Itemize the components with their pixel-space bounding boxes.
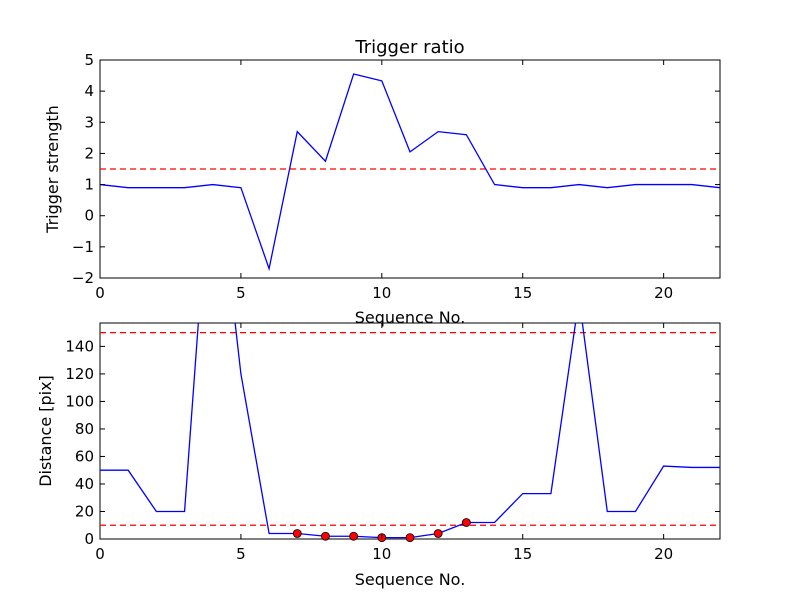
y-tick-label: 60 [75, 447, 94, 465]
series-line [100, 73, 720, 272]
x-tick-label: 0 [95, 284, 105, 302]
y-tick-label: 0 [84, 207, 94, 225]
y-tick-label: 5 [84, 51, 94, 69]
y-tick-label: 20 [75, 502, 94, 520]
data-point-marker [321, 531, 330, 541]
y-tick-label: 40 [75, 475, 94, 493]
x-tick-label: 20 [654, 284, 673, 302]
x-axis-label: Sequence No. [355, 570, 466, 589]
y-tick-label: 140 [65, 337, 94, 355]
data-point-marker [349, 531, 359, 541]
series-line [100, 323, 720, 539]
y-axis-label: Trigger strength [43, 105, 62, 234]
y-tick-label: 2 [84, 144, 94, 162]
data-point-marker [405, 533, 415, 543]
y-tick-label: 0 [84, 530, 94, 548]
chart-title: Trigger ratio [354, 37, 464, 58]
x-tick-label: 15 [513, 284, 532, 302]
x-tick-label: 5 [236, 545, 246, 563]
data-point-marker [292, 529, 302, 538]
x-tick-label: 5 [236, 284, 246, 302]
y-tick-label: 100 [65, 392, 94, 410]
x-tick-label: 10 [372, 545, 391, 563]
y-axis-label: Distance [pix] [36, 375, 55, 487]
y-tick-label: −1 [72, 238, 94, 256]
trigger-strength-panel: Trigger ratio Trigger strength Sequence … [43, 37, 721, 327]
data-point-marker [433, 529, 443, 538]
distance-panel: Distance [pix] Sequence No. 0 5 10 15 20 0 20 4… [36, 322, 721, 589]
y-tick-label: 1 [84, 176, 94, 194]
x-tick-label: 10 [372, 284, 391, 302]
y-tick-label: 120 [65, 365, 94, 383]
x-tick-label: 15 [513, 545, 532, 563]
y-tick-label: 3 [84, 113, 94, 131]
y-tick-label: 80 [75, 420, 94, 438]
x-axis-label: Sequence No. [355, 308, 466, 327]
y-tick-label: −2 [72, 269, 94, 287]
plot-frame [99, 322, 721, 540]
y-tick-label: 4 [84, 82, 94, 100]
data-point-marker [461, 518, 471, 527]
x-tick-label: 0 [95, 545, 105, 563]
x-tick-label: 20 [654, 545, 673, 563]
